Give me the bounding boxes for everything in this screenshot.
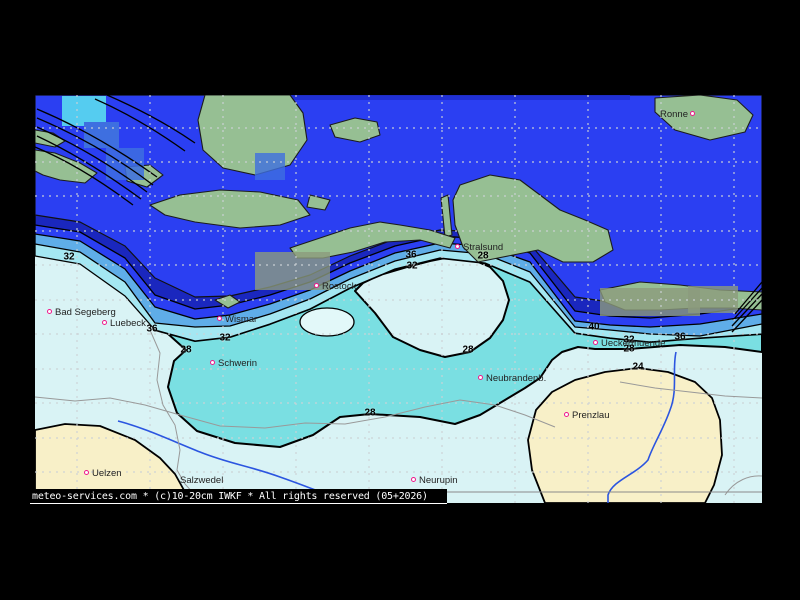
city-label: Prenzlau [572, 410, 610, 421]
rivers [117, 351, 677, 503]
contour-label: 32 [623, 334, 635, 346]
contour-label: 28 [180, 344, 192, 356]
city-marker [563, 411, 569, 417]
city-label: Uelzen [92, 468, 122, 479]
city-marker [209, 359, 215, 365]
city-marker [46, 308, 52, 314]
city-label: Wismar [225, 314, 258, 325]
land-danish-isle-a [35, 149, 98, 184]
contour-label: 32 [406, 260, 418, 272]
raster-blue-patch [255, 153, 285, 180]
river-elbe [117, 420, 341, 503]
city-marker [101, 319, 107, 325]
map-area: 32 36 32 28 36 32 28 28 28 40 32 28 36 24 Ronne Bad Seg… [35, 95, 762, 503]
city-marker [477, 374, 483, 380]
map-label-overlay: 32 36 32 28 36 32 28 28 28 40 32 28 36 24 Ronne Bad Seg… [35, 95, 762, 503]
city-marker [689, 110, 695, 116]
city-marker [454, 243, 460, 249]
city-label: Ueckermuende [601, 338, 666, 349]
contour-label: 28 [462, 344, 474, 356]
land-falster-east [329, 117, 381, 143]
city-label: Luebeck [110, 318, 146, 329]
land-bornholm [654, 95, 754, 141]
land-poel [214, 294, 241, 309]
credit-text: meteo-services.com * (c)10-20cm IWKF * A… [32, 490, 428, 502]
contour-label: 28 [364, 407, 376, 419]
credit-bar: meteo-services.com * (c)10-20cm IWKF * A… [30, 489, 447, 504]
contour-label: 36 [405, 249, 417, 261]
contour-hatching [35, 95, 762, 333]
lat-lon-gridlines [35, 95, 762, 503]
city-marker [592, 339, 598, 345]
contour-label: 32 [219, 332, 231, 344]
land-lolland-falster [149, 189, 311, 229]
closed-contour-ellipse [299, 307, 355, 337]
contour-label: 40 [588, 321, 600, 333]
city-marker [83, 469, 89, 475]
city-label: Stralsund [463, 242, 504, 253]
band-lt24-west [35, 423, 191, 503]
city-label: Salzwedel [180, 475, 224, 486]
map-canvas [35, 95, 762, 503]
city-marker [313, 282, 319, 288]
city-label: Ronne [660, 109, 688, 120]
land-ruegen [452, 174, 614, 263]
city-label: Rostock [322, 281, 357, 292]
contour-label: 36 [674, 331, 686, 343]
contour-label: 36 [146, 323, 158, 335]
city-label: Bad Segeberg [55, 307, 116, 318]
band-lt24-east [527, 367, 723, 503]
raster-land-patch [600, 288, 700, 316]
north-edge-band [270, 95, 630, 100]
city-marker [410, 476, 416, 482]
city-label: Schwerin [218, 358, 258, 369]
land-moen [306, 194, 331, 211]
city-label: Neurupin [419, 475, 458, 486]
city-marker [216, 315, 222, 321]
city-label: Neubrandenb. [486, 373, 547, 384]
contour-label: 32 [63, 251, 75, 263]
contour-label: 28 [623, 343, 635, 355]
contour-label: 28 [477, 250, 489, 262]
contour-label: 24 [632, 361, 644, 373]
river-oder [607, 351, 677, 503]
